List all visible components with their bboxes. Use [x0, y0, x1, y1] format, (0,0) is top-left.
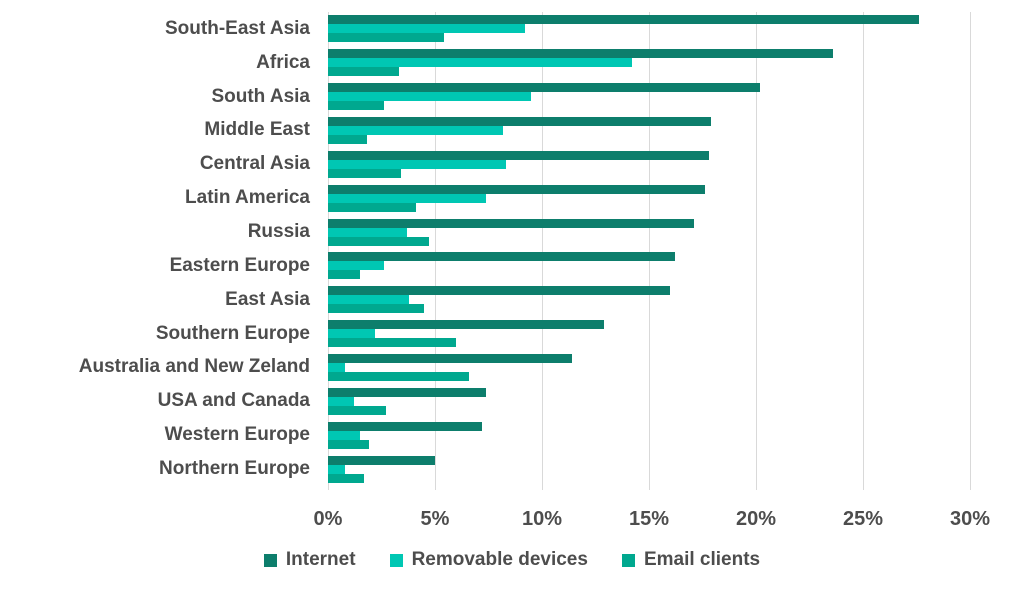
bar-group [328, 317, 988, 351]
x-tick-label: 5% [420, 508, 450, 530]
legend-item-email-clients: Email clients [621, 549, 761, 571]
bar-removable-devices [328, 430, 361, 440]
bar-email-clients [328, 304, 425, 314]
category-axis: South-East Asia Africa South Asia Middle Ea… [0, 12, 310, 486]
x-tick-label: 30% [949, 508, 991, 530]
category-label: USA and Canada [157, 390, 310, 412]
category-label: South-East Asia [165, 17, 310, 39]
legend: Internet Removable devices Email clients [0, 549, 1024, 571]
x-tick-label: 25% [842, 508, 884, 530]
bar-removable-devices [328, 464, 346, 474]
category-label: Southern Europe [155, 322, 310, 344]
category-label: South Asia [211, 85, 310, 107]
bar-internet [328, 116, 712, 126]
x-tick-label: 10% [521, 508, 563, 530]
bar-removable-devices [328, 396, 354, 406]
bar-group [328, 114, 988, 148]
bar-email-clients [328, 338, 457, 348]
bar-email-clients [328, 67, 399, 77]
bar-group [328, 283, 988, 317]
bar-email-clients [328, 473, 365, 483]
x-tick-label: 0% [313, 508, 343, 530]
category-label: Northern Europe [159, 457, 310, 479]
category-label: Western Europe [164, 424, 310, 446]
legend-label: Email clients [643, 549, 761, 570]
bar-removable-devices [328, 58, 632, 68]
bar-internet [328, 286, 671, 296]
gridline [649, 12, 650, 490]
x-tick-label: 15% [628, 508, 670, 530]
category-label: East Asia [225, 288, 310, 310]
bar-email-clients [328, 371, 470, 381]
legend-item-removable-devices: Removable devices [389, 549, 588, 571]
legend-item-internet: Internet [263, 549, 356, 571]
bar-group [328, 147, 988, 181]
bar-group [328, 215, 988, 249]
bar-removable-devices [328, 159, 506, 169]
bar-email-clients [328, 439, 369, 449]
category-label: Eastern Europe [169, 254, 310, 276]
gridline [756, 12, 757, 490]
x-axis: 0% 5% 10% 15% 20% 25% 30% [0, 508, 1024, 536]
legend-label: Removable devices [411, 549, 588, 570]
bar-internet [328, 49, 834, 59]
bar-internet [328, 421, 483, 431]
bar-internet [328, 387, 487, 397]
bar-internet [328, 252, 675, 262]
bar-removable-devices [328, 261, 384, 271]
bar-internet [328, 184, 705, 194]
legend-swatch-icon [389, 553, 403, 567]
bar-email-clients [328, 134, 367, 144]
bar-internet [328, 455, 435, 465]
bar-removable-devices [328, 193, 487, 203]
bar-group [328, 46, 988, 80]
bar-email-clients [328, 101, 384, 111]
bar-internet [328, 83, 761, 93]
category-label: Russia [247, 220, 310, 242]
gridline [435, 12, 436, 490]
bar-removable-devices [328, 227, 408, 237]
bar-group [328, 452, 988, 486]
bar-group [328, 351, 988, 385]
bar-internet [328, 150, 709, 160]
category-label: Central Asia [199, 153, 310, 175]
bar-removable-devices [328, 295, 410, 305]
bar-email-clients [328, 33, 444, 43]
legend-label: Internet [285, 549, 356, 570]
bar-group [328, 181, 988, 215]
gridline [328, 12, 329, 490]
bar-removable-devices [328, 362, 346, 372]
gridline [542, 12, 543, 490]
bar-removable-devices [328, 92, 532, 102]
bar-internet [328, 320, 605, 330]
bar-group [328, 384, 988, 418]
category-label: Middle East [204, 119, 310, 141]
legend-swatch-icon [621, 553, 635, 567]
category-label: Australia and New Zeland [78, 356, 310, 378]
bar-email-clients [328, 168, 401, 178]
bar-removable-devices [328, 125, 504, 135]
bar-group [328, 418, 988, 452]
bar-group [328, 80, 988, 114]
bar-internet [328, 218, 694, 228]
gridline [863, 12, 864, 490]
x-tick-label: 20% [735, 508, 777, 530]
bar-group [328, 249, 988, 283]
bar-removable-devices [328, 329, 376, 339]
bar-email-clients [328, 202, 416, 212]
bar-internet [328, 15, 919, 25]
plot-area [328, 12, 988, 490]
bar-email-clients [328, 405, 386, 415]
bar-email-clients [328, 270, 361, 280]
bar-email-clients [328, 236, 429, 246]
bar-removable-devices [328, 24, 525, 34]
category-label: Africa [256, 51, 310, 73]
legend-swatch-icon [263, 553, 277, 567]
bar-internet [328, 353, 572, 363]
category-label: Latin America [185, 187, 310, 209]
gridline [970, 12, 971, 490]
bar-group [328, 12, 988, 46]
